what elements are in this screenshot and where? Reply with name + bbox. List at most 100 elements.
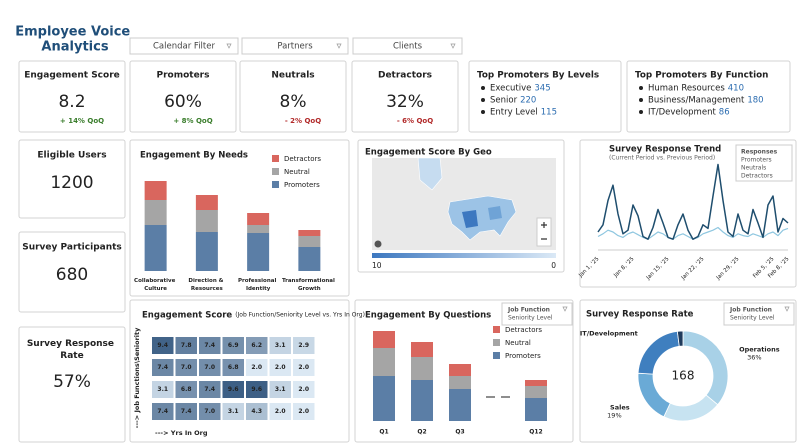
segment-label: IT/Development <box>580 330 638 338</box>
legend-swatch <box>272 181 279 188</box>
bar-segment <box>525 386 547 398</box>
x-axis-label: ---> Yrs In Org <box>155 429 208 437</box>
kpi-value: 8.2 <box>58 92 85 112</box>
x-tick-label: Q2 <box>417 429 426 436</box>
cell-label: 3.1 <box>228 408 239 415</box>
legend-swatch <box>493 326 500 333</box>
legend-label: Neutral <box>505 339 531 347</box>
cell-label: 7.4 <box>157 408 168 415</box>
bar-segment <box>298 230 320 236</box>
legend-option: Detractors <box>741 173 773 180</box>
dashboard-title: Employee Voice Analytics <box>15 24 135 54</box>
bullet <box>481 110 485 114</box>
kpi-label: Detractors <box>378 71 432 81</box>
filter-subtitle: Seniority Level <box>730 315 775 322</box>
cell-label: 2.0 <box>298 364 309 371</box>
bar-segment <box>247 225 269 233</box>
list-item-name: Entry Level <box>490 108 538 118</box>
bullet <box>481 98 485 102</box>
cell-label: 7.4 <box>157 364 168 371</box>
chart-title: Engagement Score <box>142 311 232 321</box>
list-title: Top Promoters By Levels <box>477 71 599 81</box>
bar-segment <box>449 364 471 376</box>
kpi-label: Neutrals <box>271 71 314 81</box>
bullet <box>639 110 643 114</box>
cell-label: 3.1 <box>275 342 286 349</box>
list-item-value: 86 <box>719 108 730 118</box>
list-item-value: 115 <box>541 108 557 118</box>
kpi-value: 32% <box>386 92 424 112</box>
chart-title: Engagement By Questions <box>365 311 491 321</box>
chart-subtitle: (Current Period vs. Previous Period) <box>609 155 715 162</box>
legend-title: Responses <box>741 149 778 156</box>
cell-label: 2.0 <box>298 386 309 393</box>
filter-subtitle: Seniority Level <box>508 315 553 322</box>
legend-label: Detractors <box>505 326 542 334</box>
stat-value: 680 <box>56 265 88 285</box>
cell-label: 9.6 <box>251 386 262 393</box>
list-title: Top Promoters By Function <box>635 71 768 81</box>
bar-segment <box>196 232 218 271</box>
cell-label: 6.9 <box>228 342 239 349</box>
cell-label: 6.8 <box>228 364 239 371</box>
stat-label: Eligible Users <box>37 151 106 161</box>
kpi-value: 60% <box>164 92 202 112</box>
chart-title: Engagement Score By Geo <box>365 148 492 158</box>
kpi-value: 8% <box>280 92 307 112</box>
cell-label: 7.8 <box>181 342 192 349</box>
chart-title: Survey Response Trend <box>609 145 721 155</box>
bar-segment <box>196 210 218 232</box>
text-line: Professional <box>238 278 278 284</box>
cell-label: 7.4 <box>204 342 215 349</box>
text-line: Identity <box>246 286 271 292</box>
cell-label: 7.4 <box>204 386 215 393</box>
cell-label: 7.4 <box>181 408 192 415</box>
stat-label: Survey Participants <box>22 243 122 253</box>
filter-label: Calendar Filter <box>153 42 215 52</box>
info-icon <box>375 241 382 248</box>
text-line: Employee Voice <box>15 24 135 39</box>
segment-value-label: 36% <box>747 354 761 362</box>
bar-segment <box>449 389 471 421</box>
bar-segment <box>145 225 167 271</box>
cell-label: 7.0 <box>204 408 215 415</box>
y-axis-label: ---> Job Functions\Seniority <box>133 327 141 428</box>
legend-option: Neutrals <box>741 165 766 172</box>
cell-label: 7.0 <box>181 364 192 371</box>
bar-segment <box>373 348 395 376</box>
kpi-change: + 14% QoQ <box>60 117 104 125</box>
list-item-value: 220 <box>520 96 536 106</box>
bar-segment <box>525 380 547 386</box>
bar-segment <box>196 195 218 210</box>
text-line: Growth <box>298 286 321 292</box>
bar-segment <box>247 233 269 271</box>
color-scale-label: 0 <box>551 261 556 270</box>
legend-label: Detractors <box>284 155 321 163</box>
legend-swatch <box>493 339 500 346</box>
text-line: Collaborative <box>134 278 177 284</box>
stat-value: 57% <box>53 372 91 392</box>
text-line: Resources <box>191 286 224 292</box>
kpi-label: Promoters <box>157 71 210 81</box>
color-scale-label: 10 <box>372 261 382 270</box>
list-item-name: Business/Management <box>648 96 745 106</box>
list-item-name: Senior <box>490 96 518 106</box>
legend-swatch <box>493 352 500 359</box>
bar-segment <box>449 376 471 389</box>
x-tick-label: Q1 <box>379 429 388 436</box>
list-item-value: 180 <box>747 96 763 106</box>
list-item-value: 345 <box>534 84 550 94</box>
text-line: Analytics <box>41 39 108 54</box>
cell-label: 7.0 <box>204 364 215 371</box>
list-item-name: Human Resources <box>648 84 725 94</box>
text-line: Transformational <box>282 278 337 284</box>
kpi-label: Engagement Score <box>24 71 119 81</box>
bar-segment <box>373 331 395 348</box>
list-item-name: Executive <box>490 84 531 94</box>
bar-segment <box>247 213 269 225</box>
map-region <box>488 206 502 220</box>
kpi-change: - 6% QoQ <box>397 117 433 125</box>
legend-label: Promoters <box>505 352 541 360</box>
bar-segment <box>298 247 320 271</box>
stat-value: 1200 <box>50 173 93 193</box>
